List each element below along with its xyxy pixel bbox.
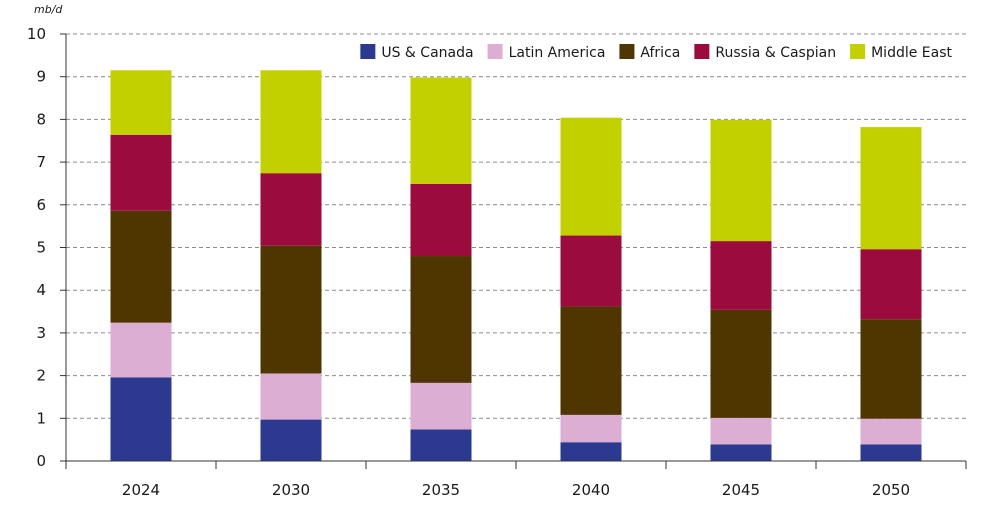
bar-segment [860, 127, 922, 250]
x-tick-label: 2045 [722, 481, 760, 499]
y-tick-label: 7 [36, 153, 46, 171]
legend-label: Middle East [871, 45, 952, 61]
bar-segment [260, 373, 322, 420]
y-tick-label: 4 [36, 281, 46, 299]
y-tick-label: 8 [36, 110, 46, 128]
bar-segment [260, 419, 322, 461]
bar-segment [410, 183, 472, 257]
bar-segment [710, 444, 772, 461]
legend-swatch [360, 44, 376, 59]
gridlines [66, 33, 966, 419]
x-tick-label: 2035 [422, 481, 460, 499]
legend-label: Russia & Caspian [715, 45, 836, 61]
bar-segment [110, 322, 172, 378]
y-axis-tick-labels: 0 1 2 3 4 5 6 7 8 9 10 [27, 25, 46, 470]
bar-segment [110, 134, 172, 211]
bar-segment [560, 306, 622, 415]
legend-swatch [694, 44, 710, 59]
legend-swatch [850, 44, 866, 59]
y-axis-unit-label: mb/d [34, 3, 63, 16]
bar-segment [260, 70, 322, 174]
bar-segment [560, 117, 622, 236]
bar-segment [110, 377, 172, 461]
bar-stacks [110, 70, 922, 461]
bar-segment [710, 309, 772, 418]
y-tick-label: 1 [36, 409, 46, 427]
bar-segment [410, 429, 472, 461]
bar-segment [560, 235, 622, 307]
legend: US & Canada Latin America Africa Russia & C… [360, 44, 953, 61]
bar-segment [710, 417, 772, 445]
bar-segment [410, 382, 472, 430]
bar-segment [260, 245, 322, 374]
legend-label: Africa [640, 45, 680, 61]
bar-segment [560, 442, 622, 461]
x-axis-tick-labels: 2024 2030 2035 2040 2045 2050 [122, 481, 910, 499]
bar-segment [710, 241, 772, 310]
bar-segment [860, 418, 922, 445]
bar-segment [560, 414, 622, 443]
y-tick-label: 2 [36, 367, 46, 385]
bar-segment [110, 210, 172, 323]
x-tick-label: 2024 [122, 481, 160, 499]
bar-segment [410, 77, 472, 184]
bar-segment [260, 173, 322, 246]
x-tick-label: 2040 [572, 481, 610, 499]
y-tick-label: 9 [36, 68, 46, 86]
bar-segment [860, 444, 922, 461]
legend-swatch [619, 44, 635, 59]
axes [60, 33, 967, 469]
bar-segment [710, 119, 772, 242]
y-tick-label: 5 [36, 239, 46, 257]
bar-segment [860, 319, 922, 419]
bar-segment [410, 256, 472, 383]
legend-label: Latin America [509, 45, 606, 61]
y-tick-label: 10 [27, 25, 46, 43]
legend-label: US & Canada [381, 45, 473, 61]
x-tick-label: 2030 [272, 481, 310, 499]
bar-segment [110, 70, 172, 135]
y-tick-label: 0 [36, 452, 46, 470]
y-tick-label: 6 [36, 196, 46, 214]
x-tick-label: 2050 [872, 481, 910, 499]
legend-swatch [487, 44, 503, 59]
bar-segment [860, 249, 922, 320]
y-tick-label: 3 [36, 324, 46, 342]
